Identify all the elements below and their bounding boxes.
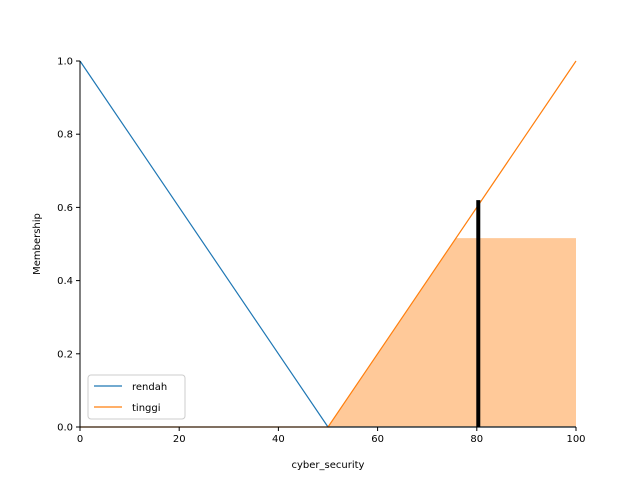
x-tick-label: 40 [272, 434, 285, 445]
y-tick-label: 0.4 [57, 276, 73, 287]
x-tick-label: 20 [173, 434, 186, 445]
x-axis-label: cyber_security [292, 460, 365, 471]
legend-label-rendah: rendah [132, 382, 167, 393]
activation-area [328, 238, 576, 427]
y-tick-label: 0.0 [57, 423, 73, 434]
y-axis-label: Membership [32, 213, 43, 275]
legend: rendah tinggi [87, 374, 186, 420]
x-tick-label: 0 [77, 434, 83, 445]
x-tick-label: 100 [566, 434, 585, 445]
y-tick-label: 0.6 [57, 203, 73, 214]
y-tick-label: 0.2 [57, 349, 73, 360]
plot-area: 0 20 40 60 80 100 0.0 0.2 0.4 0.6 0.8 1.0 [57, 57, 585, 446]
legend-label-tinggi: tinggi [132, 403, 161, 414]
x-tick-label: 60 [371, 434, 384, 445]
y-tick-label: 1.0 [57, 57, 73, 68]
y-tick-label: 0.8 [57, 130, 73, 141]
x-tick-label: 80 [470, 434, 483, 445]
